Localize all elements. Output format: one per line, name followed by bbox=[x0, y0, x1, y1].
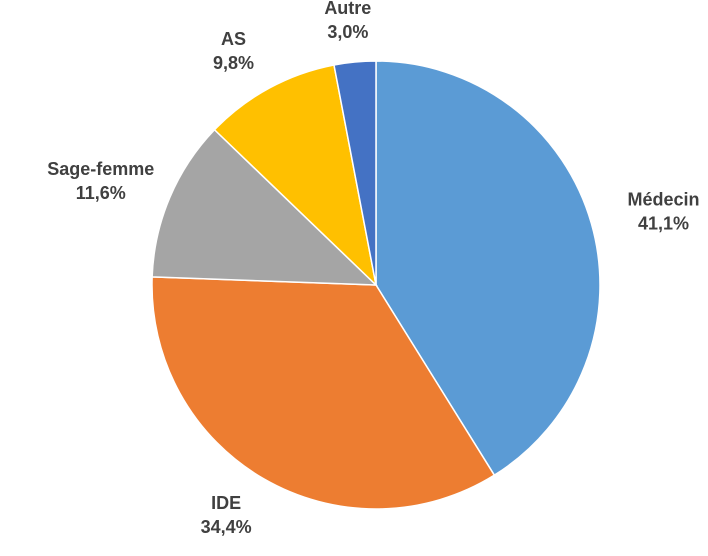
slice-label: AS bbox=[221, 29, 246, 49]
slice-label: Autre bbox=[324, 0, 371, 18]
pie-slice bbox=[375, 60, 601, 477]
slice-value-label: 41,1% bbox=[638, 214, 689, 234]
slice-label: IDE bbox=[211, 493, 241, 513]
pie-slice bbox=[333, 60, 377, 286]
slice-value-label: 9,8% bbox=[213, 53, 254, 73]
slice-value-label: 3,0% bbox=[327, 22, 368, 42]
pie-slice bbox=[151, 276, 496, 510]
slice-label: Médecin bbox=[627, 190, 699, 210]
slice-label: Sage-femme bbox=[47, 159, 154, 179]
pie-slice bbox=[213, 64, 378, 288]
pie-slice bbox=[151, 128, 378, 286]
slice-value-label: 34,4% bbox=[201, 517, 252, 537]
slice-value-label: 11,6% bbox=[76, 183, 126, 203]
